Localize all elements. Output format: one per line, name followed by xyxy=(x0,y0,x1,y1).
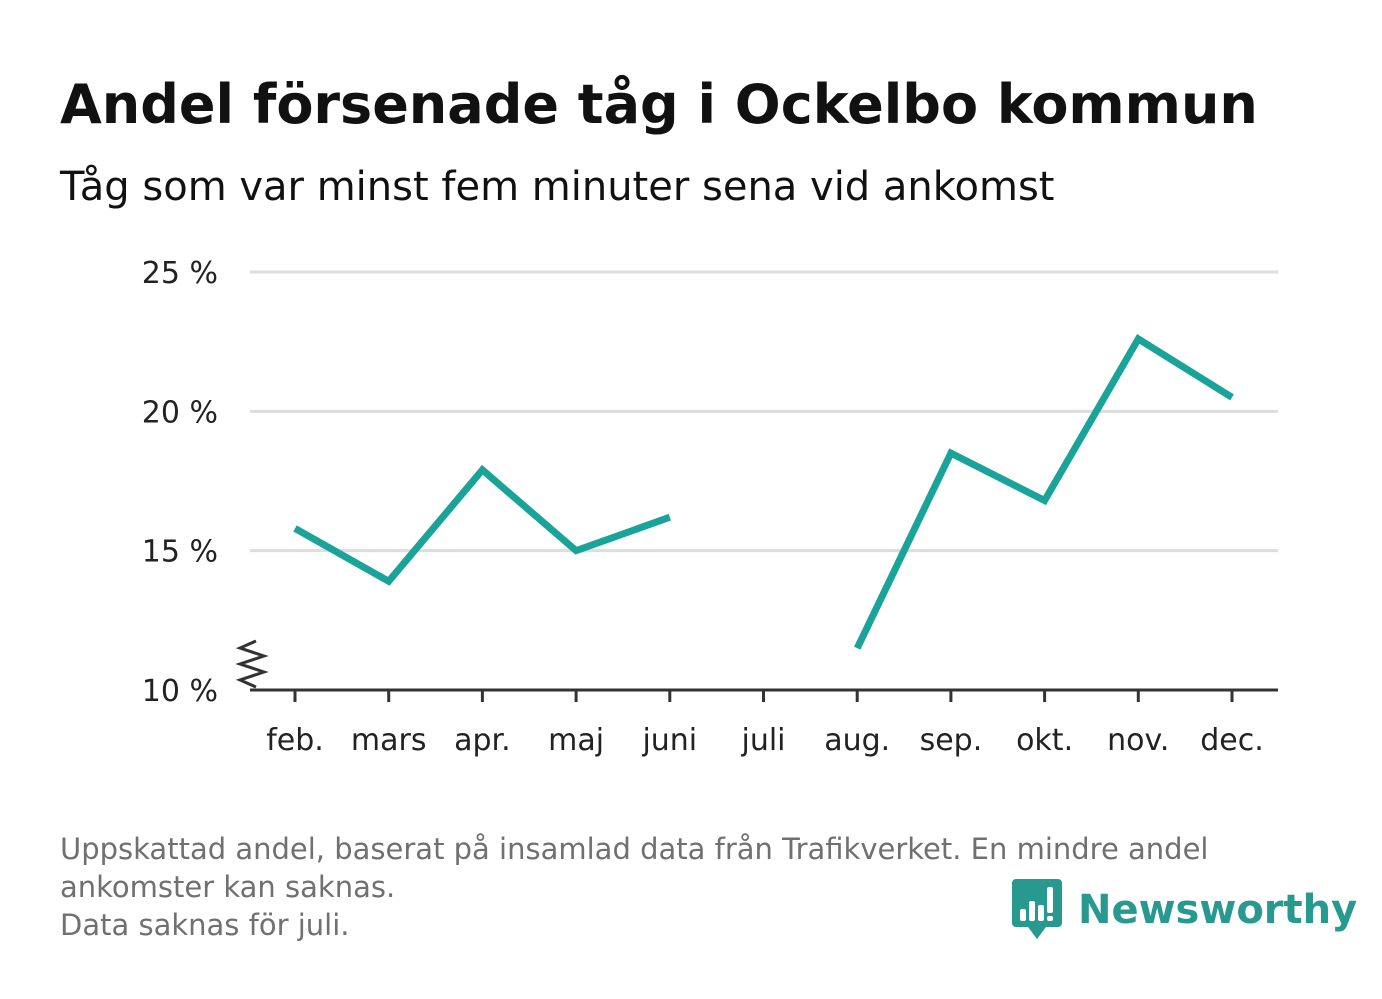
series-line-segment xyxy=(854,334,1234,650)
brand-logo: Newsworthy xyxy=(1012,878,1357,942)
x-tick-label: okt. xyxy=(1016,723,1073,758)
x-tick-label: juli xyxy=(740,723,785,758)
y-tick-label: 15 % xyxy=(142,535,218,570)
axis-break-symbol xyxy=(235,639,269,689)
footnote-line: Data saknas för juli. xyxy=(60,908,350,942)
footnote: Uppskattad andel, baserat på insamlad da… xyxy=(60,830,1310,944)
y-tick-label: 10 % xyxy=(142,674,218,709)
y-axis-ticks: 10 % 15 % 20 % 25 % xyxy=(142,256,218,709)
bar-chart-icon xyxy=(1012,879,1062,939)
series-line-segment xyxy=(293,464,671,586)
x-axis-ticks: feb. mars apr. maj juni juli aug. sep. okt. nov. d… xyxy=(266,690,1264,758)
x-tick-label: dec. xyxy=(1200,723,1264,758)
x-tick-label: aug. xyxy=(824,723,890,758)
x-tick-label: nov. xyxy=(1107,723,1169,758)
y-tick-label: 25 % xyxy=(142,256,218,291)
y-tick-label: 20 % xyxy=(142,395,218,430)
footnote-line: ankomster kan saknas. xyxy=(60,870,396,904)
brand-name: Newsworthy xyxy=(1078,887,1358,933)
x-tick-label: juni xyxy=(641,723,697,758)
series-line xyxy=(293,334,1234,650)
x-tick-label: mars xyxy=(351,723,427,758)
chart-title: Andel försenade tåg i Ockelbo kommun xyxy=(60,73,1258,136)
line-chart: 10 % 15 % 20 % 25 % feb. mars apr. maj juni juli… xyxy=(142,256,1278,758)
x-tick-label: apr. xyxy=(454,723,511,758)
x-tick-label: maj xyxy=(548,723,604,758)
chart-subtitle: Tåg som var minst fem minuter sena vid a… xyxy=(60,164,1055,210)
x-axis xyxy=(235,639,1278,692)
x-tick-label: sep. xyxy=(920,723,983,758)
footnote-line: Uppskattad andel, baserat på insamlad da… xyxy=(60,832,1209,866)
gridlines xyxy=(250,270,1278,553)
x-tick-label: feb. xyxy=(266,723,324,758)
